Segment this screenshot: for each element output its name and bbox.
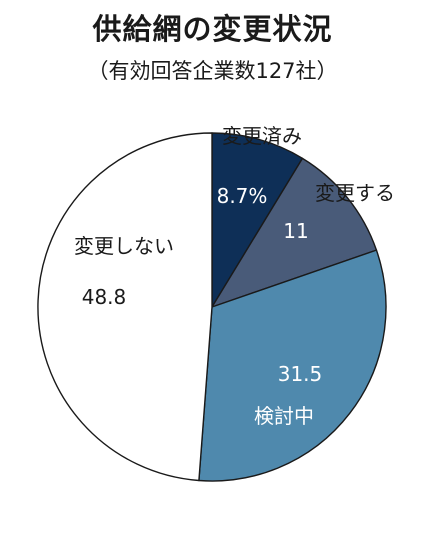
slice-value-0: 8.7% — [217, 184, 268, 208]
pie-slice-2 — [198, 249, 387, 482]
slice-label-3: 変更しない — [74, 234, 174, 258]
chart-subtitle: （有効回答企業数127社） — [87, 59, 338, 83]
slice-value-2: 31.5 — [278, 362, 323, 386]
pie-slice-3 — [37, 132, 213, 482]
slice-label-0: 変更済み — [222, 124, 302, 148]
pie-slice-1 — [211, 157, 378, 308]
slice-label-2: 検討中 — [254, 404, 314, 428]
slice-label-1: 変更する — [315, 181, 395, 205]
slice-value-1: 11 — [283, 219, 308, 243]
pie-slice-0 — [211, 132, 304, 308]
chart-title: 供給網の変更状況 — [92, 12, 333, 46]
slice-value-3: 48.8 — [82, 285, 127, 309]
